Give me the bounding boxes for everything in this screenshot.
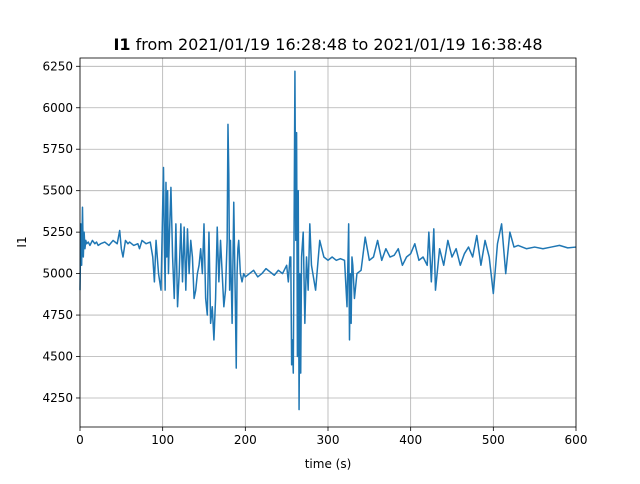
x-tick-label: 200 <box>234 433 257 447</box>
y-tick-label: 5000 <box>42 267 73 281</box>
series-line-i1 <box>79 70 577 411</box>
y-tick-label: 4250 <box>42 391 73 405</box>
x-tick-label: 600 <box>565 433 588 447</box>
y-tick-label: 5500 <box>42 184 73 198</box>
y-axis-label: I1 <box>15 236 29 247</box>
x-tick-label: 500 <box>482 433 505 447</box>
grid <box>79 58 577 427</box>
x-tick-label: 100 <box>151 433 174 447</box>
chart-title: I1 from 2021/01/19 16:28:48 to 2021/01/1… <box>113 35 542 54</box>
x-axis-label: time (s) <box>305 457 352 471</box>
y-tick-label: 5750 <box>42 142 73 156</box>
y-axis-ticks: 4250 4500 4750 5000 5250 5500 5750 6000 6250 <box>42 59 80 405</box>
x-tick-label: 300 <box>317 433 340 447</box>
x-tick-label: 0 <box>76 433 84 447</box>
chart-title-bold: I1 <box>113 35 130 54</box>
x-axis-ticks: 0 100 200 300 400 500 600 <box>76 427 587 447</box>
y-tick-label: 6000 <box>42 101 73 115</box>
chart-title-rest: from 2021/01/19 16:28:48 to 2021/01/19 1… <box>131 35 543 54</box>
y-tick-label: 5250 <box>42 225 73 239</box>
y-tick-label: 4750 <box>42 308 73 322</box>
x-tick-label: 400 <box>399 433 422 447</box>
y-tick-label: 4500 <box>42 350 73 364</box>
y-tick-label: 6250 <box>42 59 73 73</box>
